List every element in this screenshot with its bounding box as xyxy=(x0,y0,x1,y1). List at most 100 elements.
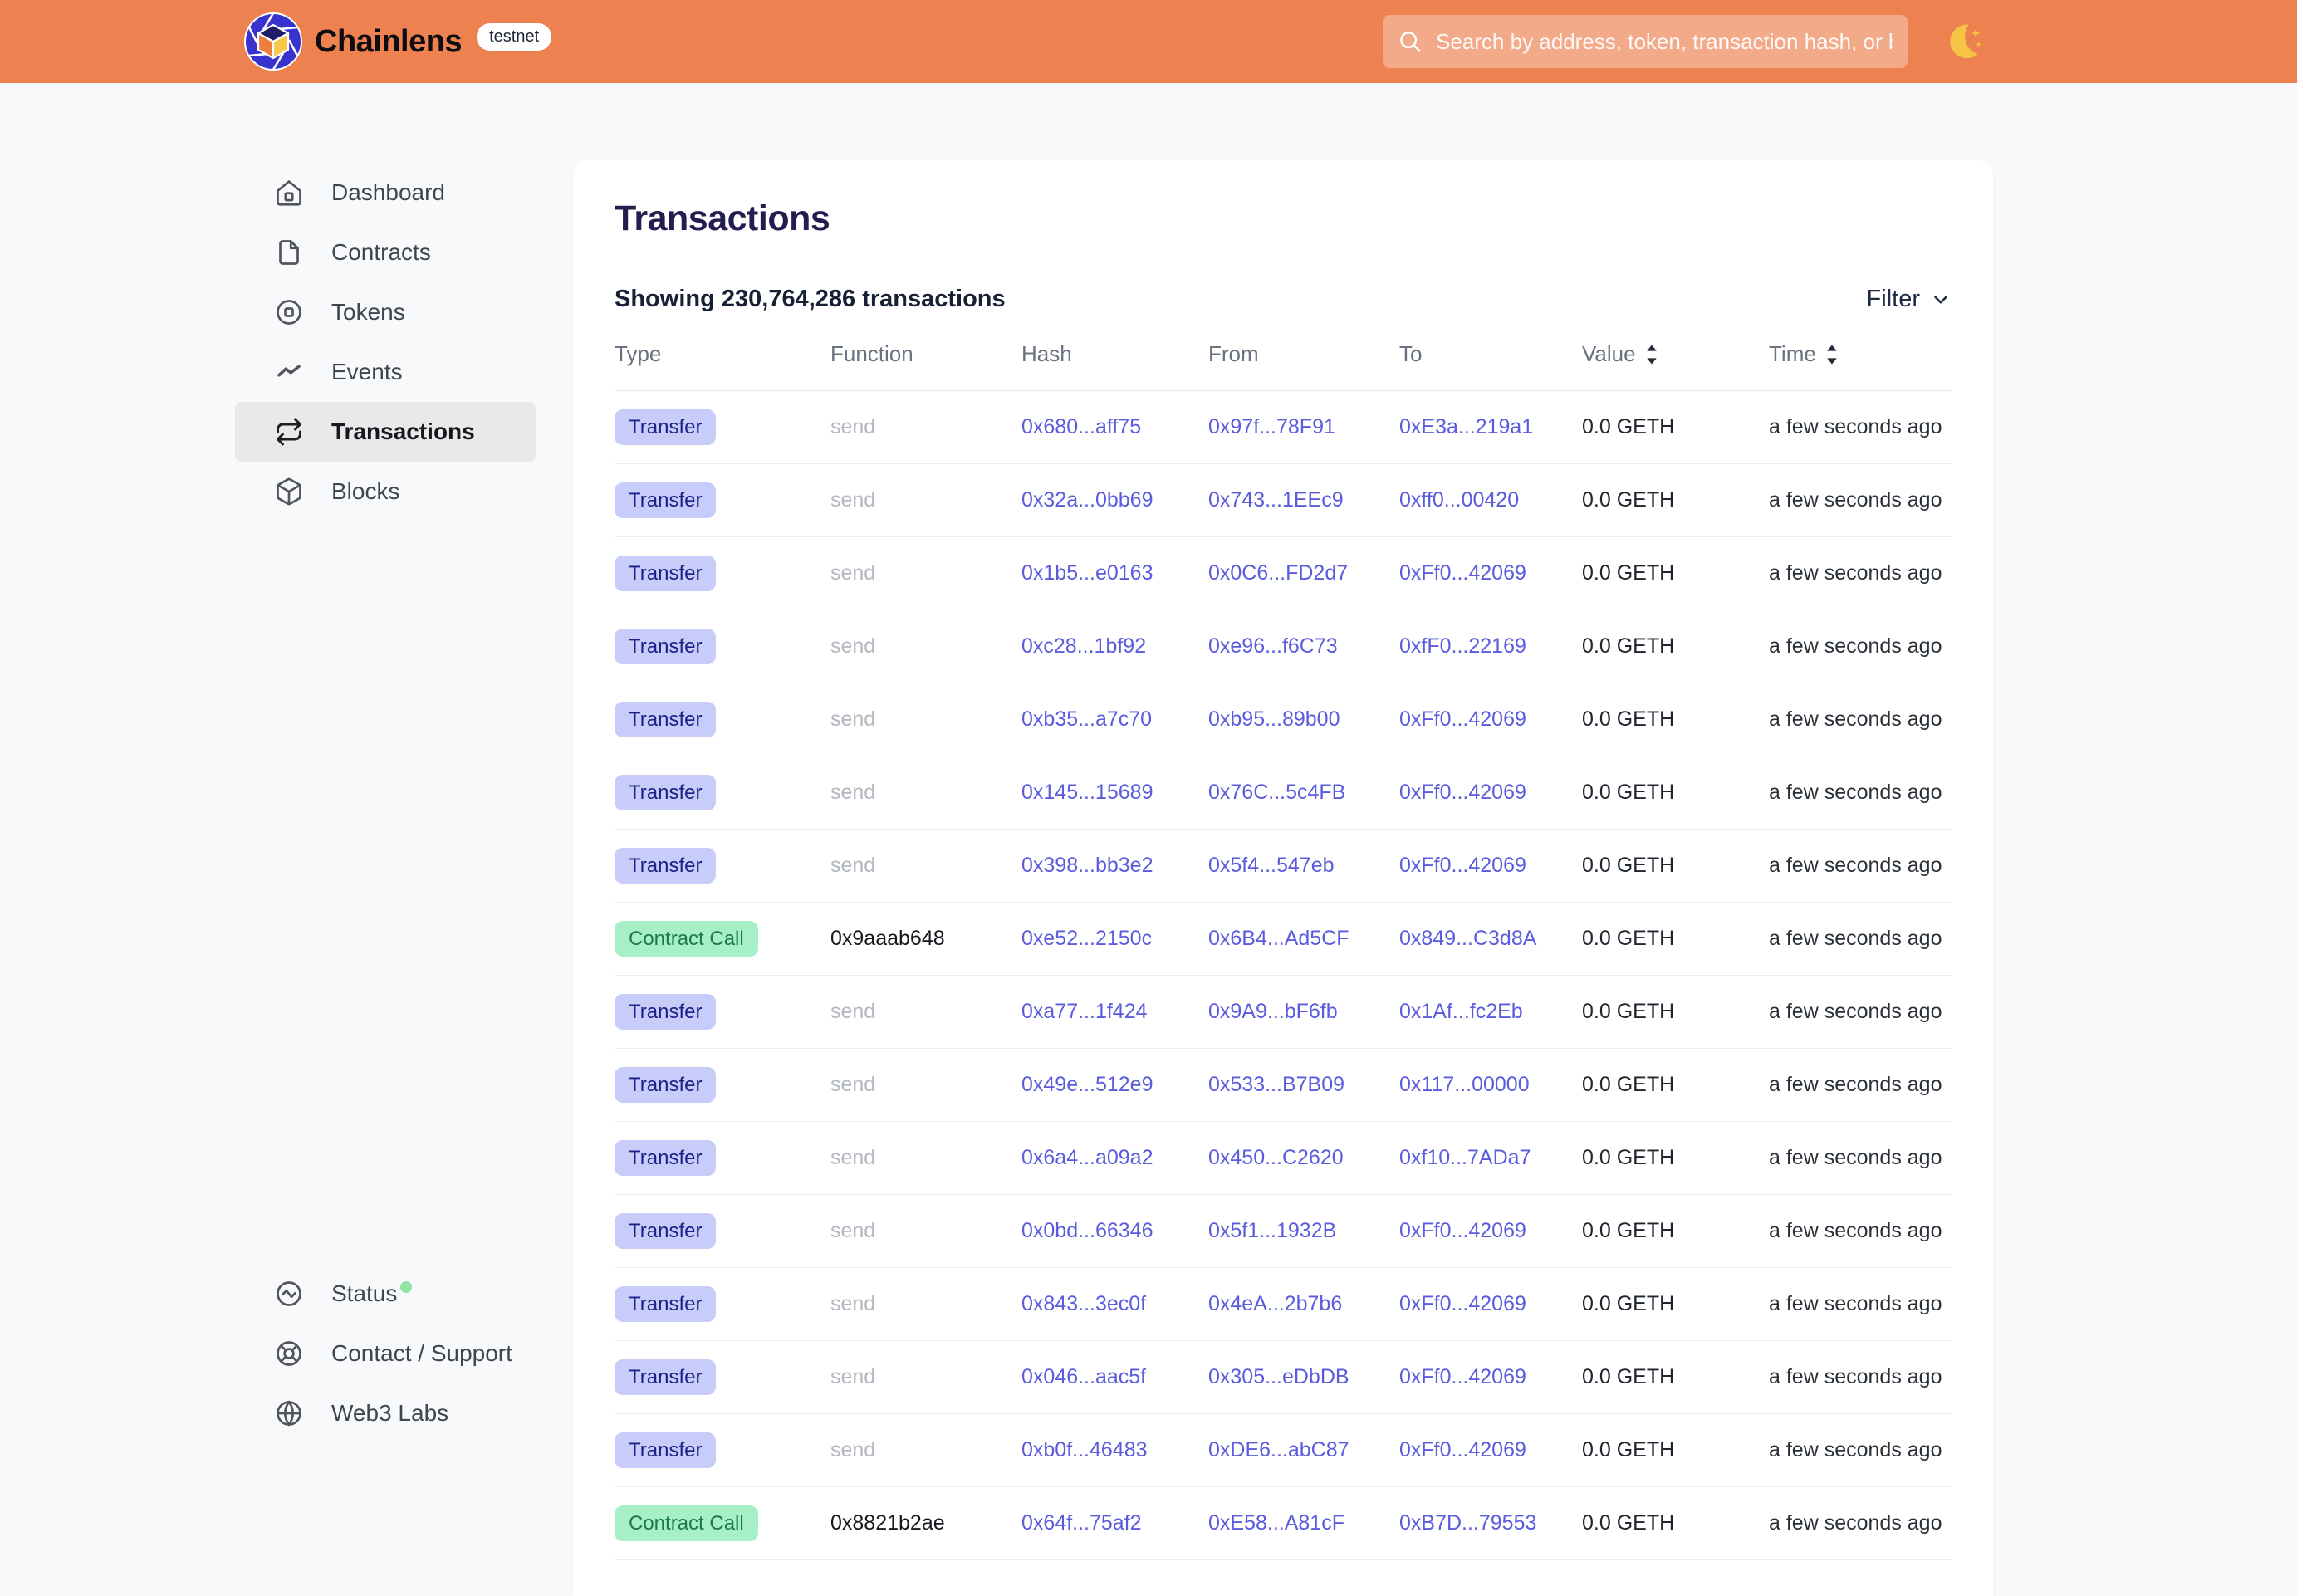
tx-to-link[interactable]: 0xFf0...42069 xyxy=(1399,561,1582,585)
tx-hash-link[interactable]: 0x49e...512e9 xyxy=(1021,1073,1208,1097)
tx-from-link[interactable]: 0xb95...89b00 xyxy=(1208,707,1399,732)
sidebar-item-tokens[interactable]: Tokens xyxy=(235,282,536,342)
table-row: Transfer send 0xb0f...46483 0xDE6...abC8… xyxy=(615,1414,1952,1487)
sidebar-item-contact-support[interactable]: Contact / Support xyxy=(235,1324,536,1383)
tx-type-badge: Transfer xyxy=(615,1286,716,1323)
tx-function: 0x8821b2ae xyxy=(830,1511,1021,1535)
tx-hash-link[interactable]: 0x145...15689 xyxy=(1021,781,1208,805)
tx-to-link[interactable]: 0xFf0...42069 xyxy=(1399,1438,1582,1462)
tx-time: a few seconds ago xyxy=(1769,1073,1952,1097)
tx-time: a few seconds ago xyxy=(1769,1511,1952,1535)
tx-from-link[interactable]: 0x5f1...1932B xyxy=(1208,1219,1399,1243)
dark-mode-toggle[interactable] xyxy=(1938,17,1988,66)
sidebar-item-events[interactable]: Events xyxy=(235,342,536,402)
tx-from-link[interactable]: 0x533...B7B09 xyxy=(1208,1073,1399,1097)
tx-from-link[interactable]: 0x6B4...Ad5CF xyxy=(1208,927,1399,951)
tx-hash-link[interactable]: 0x680...aff75 xyxy=(1021,415,1208,439)
sidebar-item-label: Web3 Labs xyxy=(331,1400,448,1427)
tx-hash-link[interactable]: 0x64f...75af2 xyxy=(1021,1511,1208,1535)
tx-hash-link[interactable]: 0x1b5...e0163 xyxy=(1021,561,1208,585)
tx-hash-link[interactable]: 0xb35...a7c70 xyxy=(1021,707,1208,732)
tx-to-link[interactable]: 0xFf0...42069 xyxy=(1399,1365,1582,1389)
tx-hash-link[interactable]: 0xa77...1f424 xyxy=(1021,1000,1208,1024)
tx-hash-link[interactable]: 0x0bd...66346 xyxy=(1021,1219,1208,1243)
tx-from-link[interactable]: 0xE58...A81cF xyxy=(1208,1511,1399,1535)
tx-function: send xyxy=(830,1365,1021,1389)
tx-function: send xyxy=(830,707,1021,732)
tx-to-link[interactable]: 0xB7D...79553 xyxy=(1399,1511,1582,1535)
tx-from-link[interactable]: 0x76C...5c4FB xyxy=(1208,781,1399,805)
tx-from-link[interactable]: 0xDE6...abC87 xyxy=(1208,1438,1399,1462)
column-header-value[interactable]: Value xyxy=(1582,341,1769,367)
sidebar-item-dashboard[interactable]: Dashboard xyxy=(235,163,536,223)
tx-value: 0.0 GETH xyxy=(1582,1219,1769,1243)
tx-from-link[interactable]: 0x305...eDbDB xyxy=(1208,1365,1399,1389)
tx-value: 0.0 GETH xyxy=(1582,415,1769,439)
tx-from-link[interactable]: 0x4eA...2b7b6 xyxy=(1208,1292,1399,1316)
tx-value: 0.0 GETH xyxy=(1582,1073,1769,1097)
sidebar-item-label: Transactions xyxy=(331,419,475,445)
tx-to-link[interactable]: 0x117...00000 xyxy=(1399,1073,1582,1097)
home-icon xyxy=(274,178,304,208)
tx-hash-link[interactable]: 0x32a...0bb69 xyxy=(1021,488,1208,512)
transactions-count-text: Showing 230,764,286 transactions xyxy=(615,286,1006,313)
top-header-bar: Chainlens testnet xyxy=(0,0,2297,83)
tx-hash-link[interactable]: 0xb0f...46483 xyxy=(1021,1438,1208,1462)
tx-to-link[interactable]: 0xFf0...42069 xyxy=(1399,1219,1582,1243)
tx-from-link[interactable]: 0xe96...f6C73 xyxy=(1208,634,1399,658)
tx-value: 0.0 GETH xyxy=(1582,1511,1769,1535)
tx-time: a few seconds ago xyxy=(1769,1292,1952,1316)
table-row: Transfer send 0x0bd...66346 0x5f1...1932… xyxy=(615,1195,1952,1268)
tx-hash-link[interactable]: 0xe52...2150c xyxy=(1021,927,1208,951)
tx-to-link[interactable]: 0xFf0...42069 xyxy=(1399,781,1582,805)
sidebar-item-label: Events xyxy=(331,359,403,385)
tx-value: 0.0 GETH xyxy=(1582,488,1769,512)
tx-hash-link[interactable]: 0x046...aac5f xyxy=(1021,1365,1208,1389)
table-header-row: Type Function Hash From To Value Time xyxy=(615,341,1952,391)
sidebar-nav: Dashboard Contracts Tokens Events xyxy=(235,163,536,521)
tx-hash-link[interactable]: 0x398...bb3e2 xyxy=(1021,854,1208,878)
tx-from-link[interactable]: 0x450...C2620 xyxy=(1208,1146,1399,1170)
column-header-time[interactable]: Time xyxy=(1769,341,1952,367)
table-row: Transfer send 0xa77...1f424 0x9A9...bF6f… xyxy=(615,976,1952,1049)
tx-hash-link[interactable]: 0xc28...1bf92 xyxy=(1021,634,1208,658)
tx-from-link[interactable]: 0x9A9...bF6fb xyxy=(1208,1000,1399,1024)
sidebar-item-web3-labs[interactable]: Web3 Labs xyxy=(235,1383,536,1443)
tx-type-badge: Transfer xyxy=(615,1140,716,1177)
tx-to-link[interactable]: 0xff0...00420 xyxy=(1399,488,1582,512)
tx-to-link[interactable]: 0xf10...7ADa7 xyxy=(1399,1146,1582,1170)
tx-function: send xyxy=(830,1219,1021,1243)
tx-hash-link[interactable]: 0x6a4...a09a2 xyxy=(1021,1146,1208,1170)
tx-hash-link[interactable]: 0x843...3ec0f xyxy=(1021,1292,1208,1316)
tx-to-link[interactable]: 0xfF0...22169 xyxy=(1399,634,1582,658)
tx-to-link[interactable]: 0xE3a...219a1 xyxy=(1399,415,1582,439)
sidebar-item-transactions[interactable]: Transactions xyxy=(235,402,536,462)
tx-from-link[interactable]: 0x743...1EEc9 xyxy=(1208,488,1399,512)
brand[interactable]: Chainlens testnet xyxy=(243,12,551,71)
tx-from-link[interactable]: 0x0C6...FD2d7 xyxy=(1208,561,1399,585)
tx-to-link[interactable]: 0xFf0...42069 xyxy=(1399,707,1582,732)
table-row: Transfer send 0xc28...1bf92 0xe96...f6C7… xyxy=(615,610,1952,683)
sidebar-item-contracts[interactable]: Contracts xyxy=(235,223,536,282)
sidebar-item-status[interactable]: Status xyxy=(235,1264,536,1324)
tx-value: 0.0 GETH xyxy=(1582,634,1769,658)
table-row: Transfer send 0x398...bb3e2 0x5f4...547e… xyxy=(615,830,1952,903)
table-row: Contract Call 0x8821b2ae 0x64f...75af2 0… xyxy=(615,1487,1952,1560)
tx-function: send xyxy=(830,854,1021,878)
tx-to-link[interactable]: 0x1Af...fc2Eb xyxy=(1399,1000,1582,1024)
tx-type-badge: Transfer xyxy=(615,848,716,884)
tx-to-link[interactable]: 0xFf0...42069 xyxy=(1399,854,1582,878)
global-search[interactable] xyxy=(1383,15,1908,68)
tx-type-badge: Contract Call xyxy=(615,921,758,957)
tx-to-link[interactable]: 0x849...C3d8A xyxy=(1399,927,1582,951)
filter-button[interactable]: Filter xyxy=(1867,286,1952,313)
tx-value: 0.0 GETH xyxy=(1582,1365,1769,1389)
table-row: Contract Call 0x9aaab648 0xe52...2150c 0… xyxy=(615,903,1952,976)
tx-from-link[interactable]: 0x97f...78F91 xyxy=(1208,415,1399,439)
sidebar-item-blocks[interactable]: Blocks xyxy=(235,462,536,521)
tx-time: a few seconds ago xyxy=(1769,927,1952,951)
tx-to-link[interactable]: 0xFf0...42069 xyxy=(1399,1292,1582,1316)
sort-icon xyxy=(1644,344,1659,365)
tx-from-link[interactable]: 0x5f4...547eb xyxy=(1208,854,1399,878)
search-input[interactable] xyxy=(1436,29,1893,55)
